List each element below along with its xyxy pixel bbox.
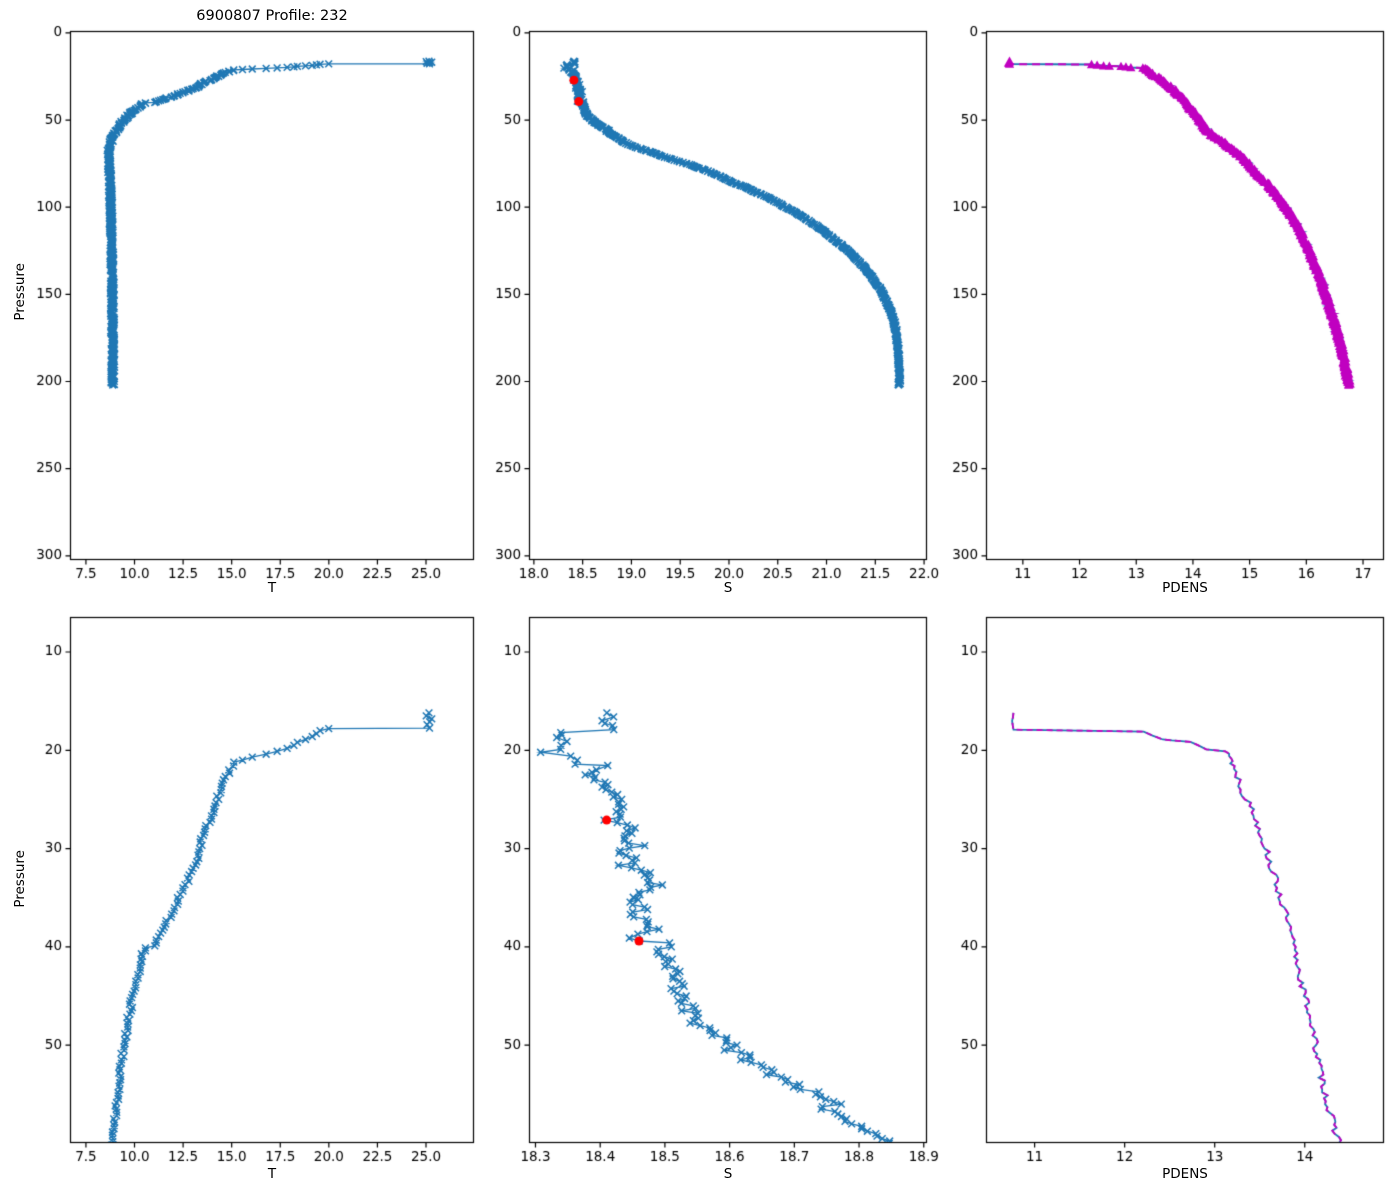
xlabel-density-full: PDENS	[1162, 580, 1208, 596]
xlabel-salinity-zoom: S	[723, 1166, 733, 1182]
figure-title: 6900807 Profile: 232	[196, 8, 348, 24]
xlabel-temperature-full: T	[267, 580, 277, 596]
ylabel-pressure-top: Pressure	[12, 263, 28, 321]
xlabel-density-zoom: PDENS	[1162, 1166, 1208, 1182]
xlabel-salinity-full: S	[723, 580, 733, 596]
ylabel-pressure-bottom: Pressure	[12, 850, 28, 908]
xlabel-temperature-zoom: T	[267, 1166, 277, 1182]
